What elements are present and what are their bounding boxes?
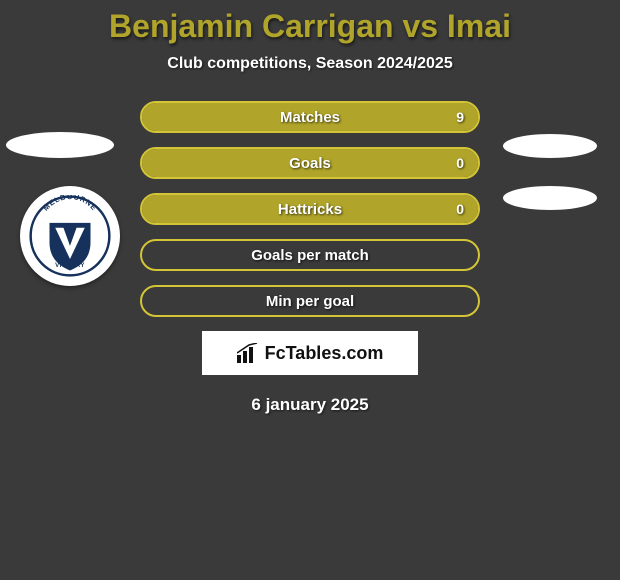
stat-label: Matches <box>142 109 478 126</box>
page-subtitle: Club competitions, Season 2024/2025 <box>0 55 620 73</box>
stat-label: Goals per match <box>142 247 478 264</box>
stat-label: Goals <box>142 155 478 172</box>
stat-row: Hattricks0 <box>140 193 480 225</box>
stat-label: Min per goal <box>142 293 478 310</box>
stat-row: Goals0 <box>140 147 480 179</box>
stat-value-right: 0 <box>456 155 464 171</box>
bar-chart-icon <box>237 343 259 363</box>
page-title: Benjamin Carrigan vs Imai <box>0 8 620 45</box>
stats-container: Matches9Goals0Hattricks0Goals per matchM… <box>0 101 620 317</box>
stat-value-right: 9 <box>456 109 464 125</box>
stat-value-right: 0 <box>456 201 464 217</box>
generation-date: 6 january 2025 <box>0 395 620 415</box>
brand-text: FcTables.com <box>265 343 384 364</box>
stat-row: Goals per match <box>140 239 480 271</box>
stat-row: Min per goal <box>140 285 480 317</box>
stat-row: Matches9 <box>140 101 480 133</box>
brand-watermark: FcTables.com <box>202 331 418 375</box>
stat-label: Hattricks <box>142 201 478 218</box>
